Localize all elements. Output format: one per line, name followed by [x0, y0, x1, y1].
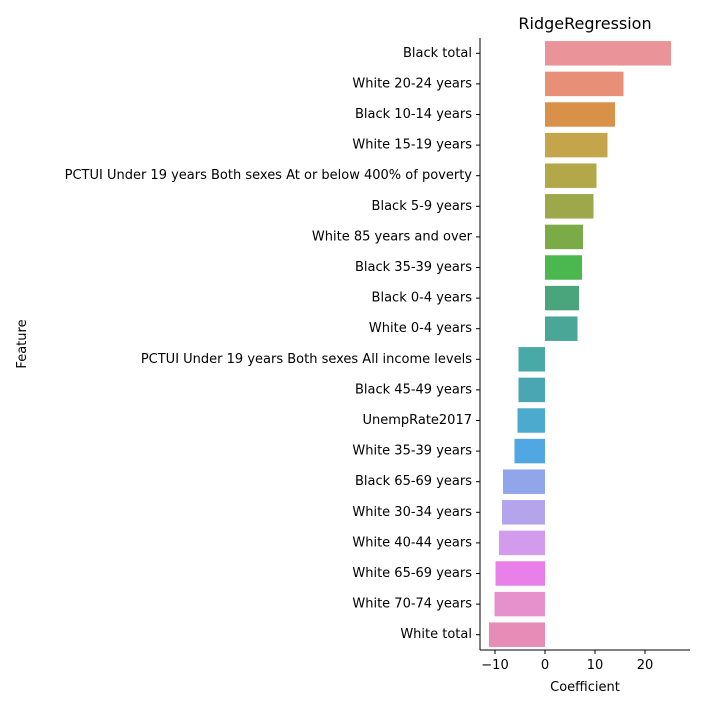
bar [518, 377, 545, 403]
bar [545, 285, 579, 311]
bar [494, 591, 545, 617]
y-tick-label: White 85 years and over [312, 229, 473, 244]
y-tick-labels: Black total White 20-24 years Black 10-14 … [65, 46, 480, 642]
y-tick-label: PCTUI Under 19 years Both sexes At or be… [65, 168, 473, 183]
bar [545, 163, 597, 188]
chart-title: RidgeRegression [518, 14, 651, 33]
bar [495, 561, 545, 586]
bar [489, 622, 545, 647]
bar [503, 469, 545, 494]
bar [499, 530, 545, 556]
y-tick-label: White 35-39 years [352, 444, 472, 459]
x-axis: −10 0 10 20 [481, 650, 653, 673]
y-tick-label: Black 65-69 years [355, 474, 472, 489]
x-tick-label: 0 [541, 658, 549, 673]
y-tick-label: White 20-24 years [352, 76, 472, 91]
bar [545, 132, 608, 158]
y-tick-label: Black 35-39 years [355, 260, 472, 275]
y-tick-label: White 15-19 years [352, 138, 472, 153]
bar [514, 438, 545, 464]
x-axis-label: Coefficient [550, 680, 620, 695]
y-tick-label: White 70-74 years [352, 597, 472, 612]
bar [545, 102, 615, 127]
bar [545, 255, 582, 280]
bar [545, 224, 583, 250]
y-tick-label: Black 10-14 years [355, 107, 472, 122]
y-axis-label: Feature [15, 319, 30, 368]
x-tick-label: 10 [587, 658, 604, 673]
bar [545, 194, 594, 219]
x-tick-label: −10 [481, 658, 508, 673]
y-tick-label: White 0-4 years [369, 321, 472, 336]
y-tick-label: Black 0-4 years [372, 291, 473, 306]
y-tick-label: Black total [403, 46, 472, 61]
bar [502, 500, 545, 525]
y-tick-label: UnempRate2017 [362, 413, 472, 428]
y-tick-label: White 65-69 years [352, 566, 472, 581]
bar [545, 71, 624, 97]
y-tick-label: PCTUI Under 19 years Both sexes All inco… [141, 352, 472, 367]
y-tick-label: White total [400, 627, 472, 642]
x-tick-label: 20 [637, 658, 654, 673]
bar [517, 408, 545, 433]
bars-layer [489, 41, 671, 647]
y-tick-label: Black 45-49 years [355, 382, 472, 397]
y-tick-label: Black 5-9 years [372, 199, 473, 214]
y-tick-label: White 30-34 years [352, 505, 472, 520]
bar [518, 347, 545, 372]
y-tick-label: White 40-44 years [352, 535, 472, 550]
bar [545, 41, 671, 66]
bar [545, 316, 578, 341]
